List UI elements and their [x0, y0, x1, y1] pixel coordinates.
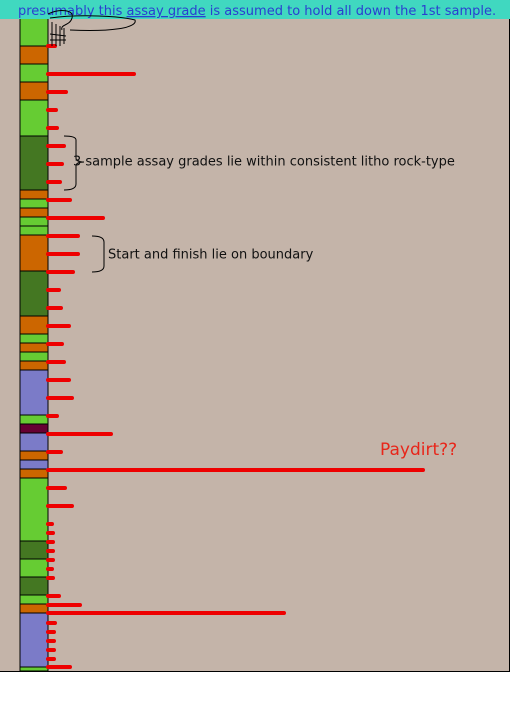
- litho-layer: [19, 333, 49, 344]
- litho-layer: [19, 423, 49, 434]
- litho-layer: [19, 612, 49, 668]
- banner-after: is assumed to hold all down the 1st samp…: [210, 4, 496, 19]
- litho-layer: [19, 216, 49, 227]
- background: [0, 0, 510, 671]
- litho-column: [19, 17, 49, 672]
- annotation: Start and finish lie on boundary: [108, 248, 314, 263]
- litho-layer: [19, 540, 49, 560]
- litho-layer: [19, 603, 49, 614]
- litho-layer: [19, 81, 49, 101]
- annotation: 3 sample assay grades lie within consist…: [73, 155, 455, 170]
- banner-text: presumably this assay grade is assumed t…: [18, 4, 496, 19]
- brace: [63, 135, 85, 191]
- litho-layer: [19, 459, 49, 470]
- banner: [0, 0, 510, 19]
- litho-layer: [19, 270, 49, 317]
- litho-layer: [19, 198, 49, 209]
- banner-before: presumably this: [18, 4, 123, 19]
- litho-layer: [19, 450, 49, 461]
- litho-layer: [19, 207, 49, 218]
- litho-layer: [19, 432, 49, 452]
- litho-layer: [19, 360, 49, 371]
- litho-layer: [19, 234, 49, 272]
- litho-layer: [19, 351, 49, 362]
- litho-layer: [19, 99, 49, 137]
- litho-layer: [19, 414, 49, 425]
- litho-layer: [19, 315, 49, 335]
- litho-layer: [19, 594, 49, 605]
- litho-layer: [19, 45, 49, 65]
- litho-layer: [19, 342, 49, 353]
- assay-bars: [46, 44, 425, 669]
- litho-layer: [19, 477, 49, 542]
- bracket: [91, 235, 105, 273]
- litho-layer: [19, 468, 49, 479]
- litho-layer: [19, 135, 49, 191]
- litho-layer: [19, 189, 49, 200]
- litho-layer: [19, 63, 49, 83]
- litho-layer: [19, 369, 49, 416]
- annotation-paydirt: Paydirt??: [380, 440, 457, 460]
- scribble: [47, 10, 136, 46]
- litho-layer: [19, 225, 49, 236]
- litho-layer: [19, 558, 49, 578]
- litho-layer: [19, 666, 49, 672]
- banner-link[interactable]: assay grade: [127, 4, 206, 19]
- litho-layer: [19, 576, 49, 596]
- litho-layer: [19, 17, 49, 47]
